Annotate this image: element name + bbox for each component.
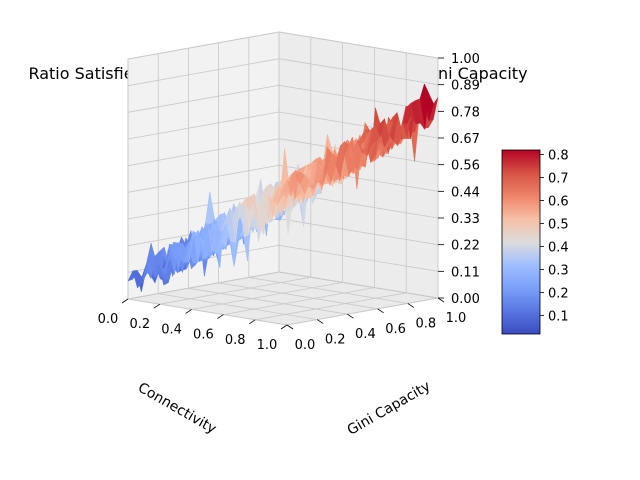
y-tick	[437, 297, 445, 303]
surface-facet	[281, 179, 292, 198]
x-tick	[185, 309, 192, 314]
z-tick-label: 0.11	[451, 265, 480, 280]
colorbar-tick-label: 0.4	[548, 241, 569, 256]
z-tick-label: 0.22	[451, 239, 480, 254]
grid-line	[127, 298, 288, 326]
z-tick-label: 0.44	[451, 185, 480, 200]
x-tick	[248, 319, 256, 325]
x-axis-label: Connectivity	[135, 380, 219, 438]
grid-line	[127, 138, 439, 167]
x-tick	[153, 303, 161, 309]
grid-line	[191, 282, 343, 310]
z-tick-label: 0.00	[451, 292, 480, 307]
y-tick	[347, 313, 354, 319]
z-tick-label: 0.56	[451, 159, 480, 174]
grid-line	[218, 282, 378, 310]
y-tick	[377, 308, 384, 314]
x-tick	[280, 324, 288, 330]
colorbar-tick-label: 0.2	[548, 287, 569, 302]
x-tick-label: 0.6	[193, 328, 214, 343]
surface-plot	[127, 83, 439, 292]
x-tick-label: 1.0	[257, 338, 278, 353]
y-tick-label: 0.8	[415, 316, 436, 331]
grid-line	[188, 287, 348, 315]
y-tick-label: 0.2	[325, 333, 346, 348]
grid-line	[127, 84, 439, 113]
z-tick-label: 0.78	[451, 105, 480, 120]
axes-grid	[127, 31, 439, 326]
y-tick-label: 1.0	[446, 311, 467, 326]
grid-line	[127, 58, 439, 87]
y-tick	[407, 303, 415, 308]
y-axis-label: Gini Capacity	[345, 378, 434, 438]
axes-ticks: 0.0 0.2 0.4 0.6 0.8 1.0 0.0 0.2 0.4 0.6 0.8 1.0 0.00…	[98, 52, 480, 353]
y-tick-label: 0.6	[385, 322, 406, 337]
x-tick	[217, 314, 224, 319]
colorbar	[501, 149, 541, 335]
grid-line	[158, 293, 318, 320]
colorbar-tick-label: 0.7	[548, 172, 569, 187]
colorbar-ticks: 0.1 0.2 0.3 0.4 0.5 0.6 0.7 0.8	[540, 149, 569, 325]
colorbar-tick-label: 0.6	[548, 195, 569, 210]
grid-line	[159, 276, 311, 305]
z-tick-label: 0.89	[451, 79, 480, 94]
colorbar-tick-label: 0.8	[548, 149, 569, 164]
colorbar-tick-label: 0.5	[548, 218, 569, 233]
grid-line	[223, 287, 375, 315]
y-tick	[316, 319, 324, 324]
z-tick-label: 0.33	[451, 212, 480, 227]
grid-line	[286, 297, 439, 326]
x-tick-label: 0.2	[129, 317, 150, 332]
x-tick-label: 0.4	[161, 322, 182, 337]
colorbar-tick-label: 0.3	[548, 264, 569, 279]
grid-line	[127, 31, 439, 60]
x-tick	[121, 298, 129, 304]
grid-line	[127, 271, 439, 300]
colorbar-tick-label: 0.1	[548, 310, 569, 325]
y-tick	[286, 324, 294, 330]
y-tick-label: 0.4	[355, 327, 376, 342]
z-tick-label: 1.00	[451, 52, 480, 67]
z-tick-label: 0.67	[451, 132, 480, 147]
x-tick-label: 0.8	[225, 333, 246, 348]
grid-line	[255, 292, 407, 321]
grid-line	[127, 164, 439, 193]
y-tick-label: 0.0	[295, 338, 316, 353]
grid-line	[248, 277, 408, 304]
x-tick-label: 0.0	[98, 312, 119, 327]
